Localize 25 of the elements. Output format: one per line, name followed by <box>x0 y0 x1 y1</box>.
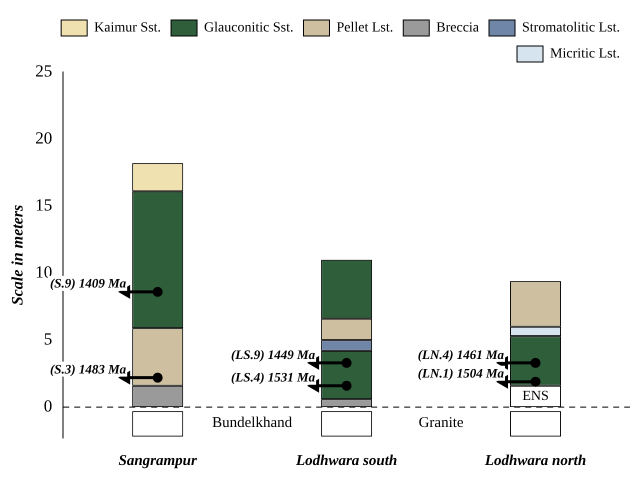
legend-label: Stromatolitic Lst. <box>522 20 620 36</box>
annotation: (S.9) 1409 Ma <box>50 276 127 291</box>
x-tick-label: Lodhwara north <box>484 452 586 469</box>
y-tick-label: 5 <box>44 330 52 349</box>
annotation: Bundelkhand <box>212 415 293 432</box>
annotation: (LN.4) 1461 Ma <box>418 346 505 362</box>
y-tick-label: 15 <box>35 196 52 215</box>
annotation: (LS.9) 1449 Ma <box>230 346 316 362</box>
annotation: ENS <box>522 389 549 404</box>
legend-label: Micritic Lst. <box>550 46 620 62</box>
annotation: (LS.4) 1531 Ma <box>230 370 316 385</box>
annotation: Granite <box>418 415 464 432</box>
legend-label: Glauconitic Sst. <box>204 20 294 36</box>
annotation: (LN.1) 1504 Ma <box>418 366 505 381</box>
y-tick-label: 20 <box>35 128 52 148</box>
legend-label: Kaimur Sst. <box>94 20 162 36</box>
annotation: (S.3) 1483 Ma <box>50 362 127 377</box>
y-tick-label: 25 <box>35 61 52 80</box>
y-axis-title: Scale in meters <box>10 204 27 306</box>
legend-label: Breccia <box>436 20 480 36</box>
x-tick-label: Lodhwara south <box>294 452 398 469</box>
y-tick-label: 10 <box>35 262 52 282</box>
legend-label: Pellet Lst. <box>336 20 394 36</box>
x-tick-label: Sangrampur <box>118 452 198 469</box>
y-tick-label: 0 <box>44 396 52 416</box>
